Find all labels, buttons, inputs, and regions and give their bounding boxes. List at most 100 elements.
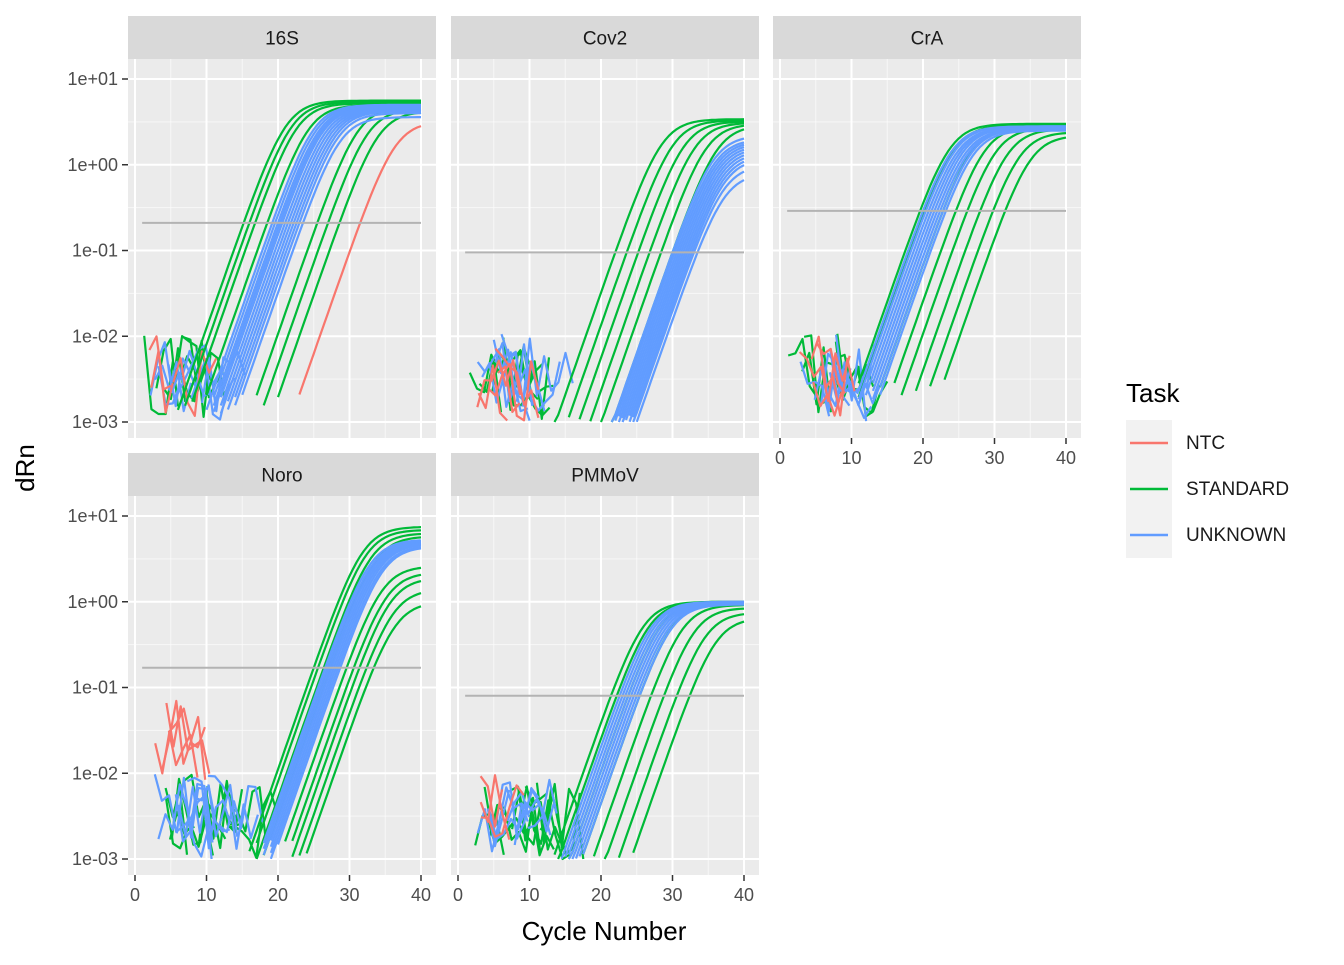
facet-strip-label: PMMoV [571,466,639,487]
series-lines [468,118,745,423]
amplification-curve [553,118,745,423]
amplification-curve [284,566,422,842]
legend-title: Task [1126,378,1180,408]
amplification-curve [191,102,421,402]
baseline-trace [222,786,268,848]
amplification-curve [269,546,422,860]
y-tick-label: 1e-01 [72,678,118,698]
amplification-curve [582,603,744,855]
x-tick-label: 40 [734,885,754,905]
baseline-trace [494,347,540,419]
facet-strip [773,16,1081,59]
facet-strip-label: 16S [265,29,299,50]
facet-panel: PMMoV [451,453,759,875]
amplification-curve [879,128,1066,388]
baseline-trace [172,350,218,417]
y-tick-label: 1e-02 [72,326,118,346]
amplification-curve [578,120,745,420]
amplification-curve [589,122,745,422]
amplification-curve [269,543,422,848]
baseline-trace [157,783,210,858]
amplification-curve [632,170,745,423]
baseline-trace [194,783,239,838]
amplification-curve [614,141,745,421]
legend-keys: NTC STANDARD UNKNOWN [1126,420,1289,558]
x-tick-label: 40 [1056,448,1076,468]
amplification-curve [184,100,421,407]
facet-strip [128,453,436,496]
amplification-curve [567,119,745,418]
x-tick-label: 20 [591,885,611,905]
x-tick-label: 30 [984,448,1004,468]
baseline-trace [787,337,818,398]
legend-entry-label: STANDARD [1186,479,1289,500]
amplification-curve [255,532,422,860]
series-lines [143,99,422,421]
amplification-curve [234,112,421,406]
baseline-trace [799,361,831,417]
y-tick-label: 1e+01 [67,69,118,89]
amplification-curve [857,122,1066,384]
amplification-curve [291,573,422,842]
series-lines [787,122,1067,422]
baseline-trace [521,337,574,407]
amplification-curve [871,126,1066,384]
amplification-curve [298,592,422,856]
x-tick-label: 10 [196,885,216,905]
y-tick-label: 1e+00 [67,155,118,175]
y-tick-label: 1e-01 [72,241,118,261]
baseline-trace [516,789,555,833]
amplification-curve [262,541,422,856]
baseline-trace [174,782,213,860]
amplification-curve [628,160,745,423]
x-tick-label: 10 [841,448,861,468]
amplification-curve [269,542,422,841]
legend-entry-label: UNKNOWN [1186,525,1286,546]
amplification-curve [241,116,421,396]
baseline-trace [476,359,522,408]
amplification-curve [617,613,745,858]
x-tick-label: 20 [268,885,288,905]
baseline-trace [515,343,561,412]
amplification-curve [929,132,1067,387]
y-axis-label: dRn [10,444,40,492]
baseline-trace [477,364,508,422]
x-tick-label: 20 [913,448,933,468]
baseline-trace [218,785,264,834]
amplification-curve [276,111,422,398]
amplification-curve [262,540,422,850]
facet-panel: CrA [773,16,1081,438]
amplification-curve [248,526,422,852]
baseline-trace [479,775,504,828]
amplification-curve [599,124,745,423]
baseline-trace [150,349,174,414]
axes: 1e-03 1e-02 1e-01 1e+00 1e+01 0 10 20 30 40 1e-03 1… [67,69,1076,905]
baseline-trace [160,699,206,771]
baseline-trace [487,360,540,422]
x-tick-label: 0 [130,885,140,905]
amplification-curve [234,110,421,398]
amplification-curve [628,157,745,417]
amplification-curve [621,148,745,419]
x-axis-label: Cycle Number [522,916,687,946]
baseline-trace [186,776,232,850]
facet-panels: 16S Cov2 CrA Noro PMMoV [128,16,1081,875]
amplification-curve [592,604,745,857]
amplification-curve [269,544,422,854]
baseline-trace [177,785,209,838]
amplification-curve [603,607,745,860]
baseline-trace [506,791,530,822]
amplification-curve [255,529,422,844]
x-tick-label: 0 [453,885,463,905]
amplification-curve [610,137,745,423]
y-tick-label: 1e+00 [67,592,118,612]
facet-strip [128,16,436,59]
legend: Task NTC STANDARD UNKNOWN [1126,378,1289,558]
baseline-trace [810,335,856,417]
x-tick-label: 0 [775,448,785,468]
facet-strip-label: CrA [911,29,944,50]
y-tick-label: 1e+01 [67,506,118,526]
baseline-trace [815,342,846,395]
facet-panel: Cov2 [451,16,759,438]
